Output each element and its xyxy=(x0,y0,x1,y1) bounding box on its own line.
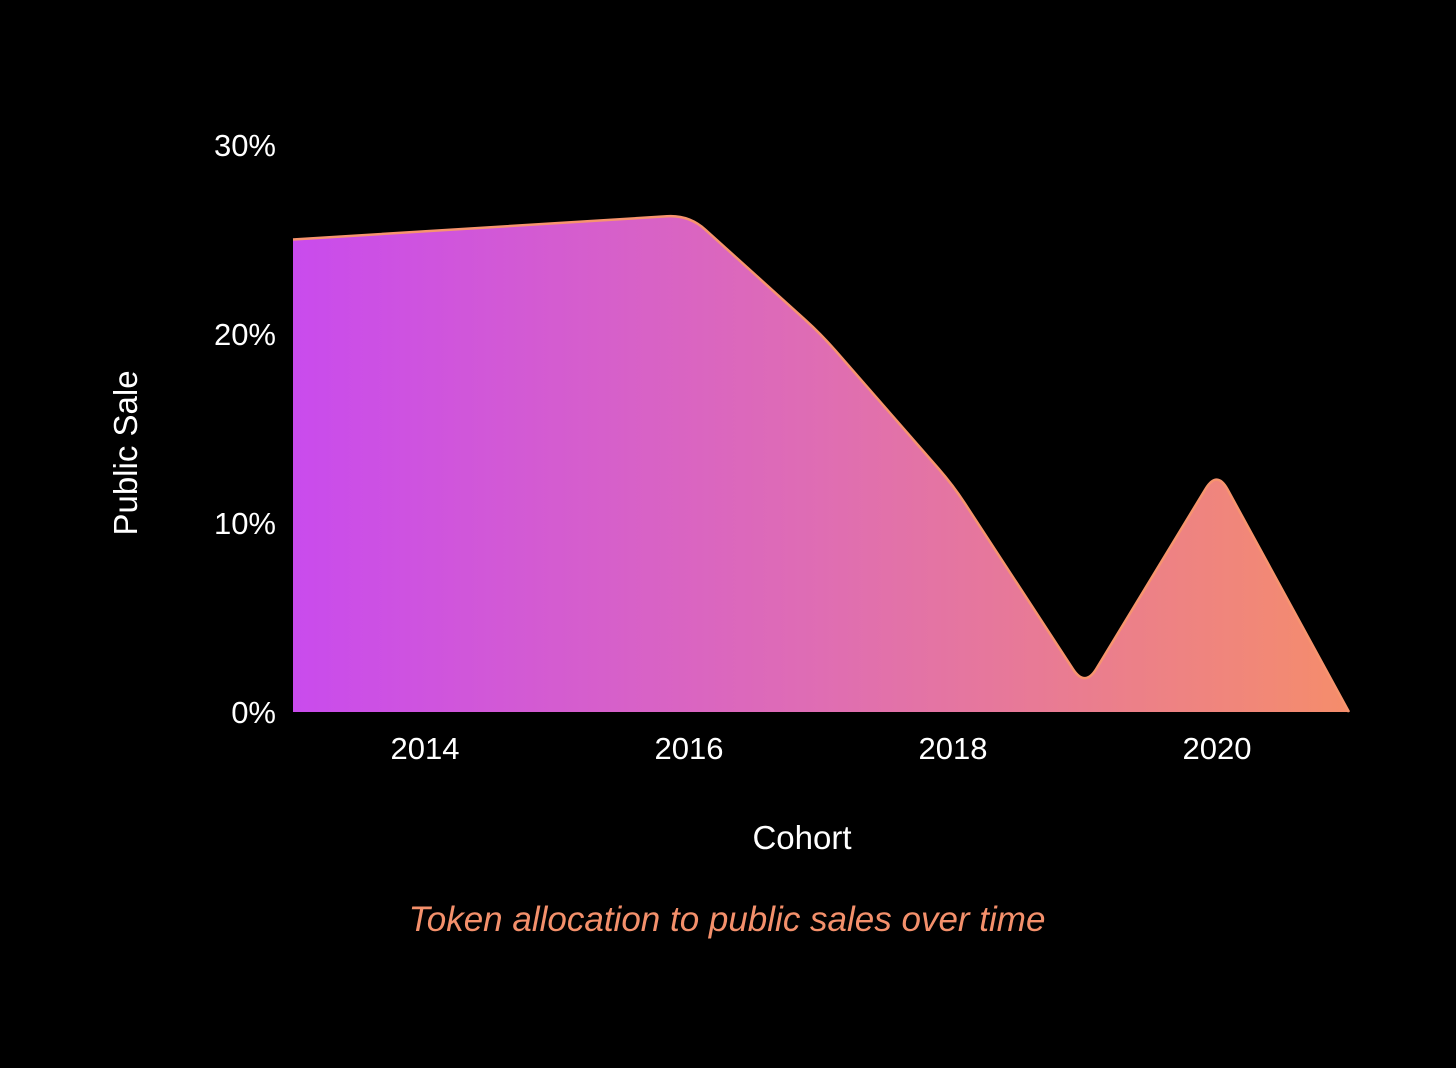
area-series-line xyxy=(292,214,1351,713)
x-tick-label: 2016 xyxy=(655,731,724,766)
y-tick-label: 20% xyxy=(214,317,276,352)
area-series-fill xyxy=(293,216,1349,712)
plot-area xyxy=(292,214,1351,713)
y-tick-label: 30% xyxy=(214,128,276,163)
y-axis-tick-labels: 0% 10% 20% 30% xyxy=(214,128,276,730)
y-tick-label: 10% xyxy=(214,506,276,541)
chart-caption: Token allocation to public sales over ti… xyxy=(409,900,1046,939)
x-tick-label: 2020 xyxy=(1183,731,1252,766)
x-tick-label: 2018 xyxy=(919,731,988,766)
y-tick-label: 0% xyxy=(231,695,276,730)
x-axis-title: Cohort xyxy=(752,819,851,856)
y-axis-title: Public Sale xyxy=(107,370,144,535)
x-axis-tick-labels: 2014 2016 2018 2020 xyxy=(391,731,1252,766)
x-tick-label: 2014 xyxy=(391,731,460,766)
